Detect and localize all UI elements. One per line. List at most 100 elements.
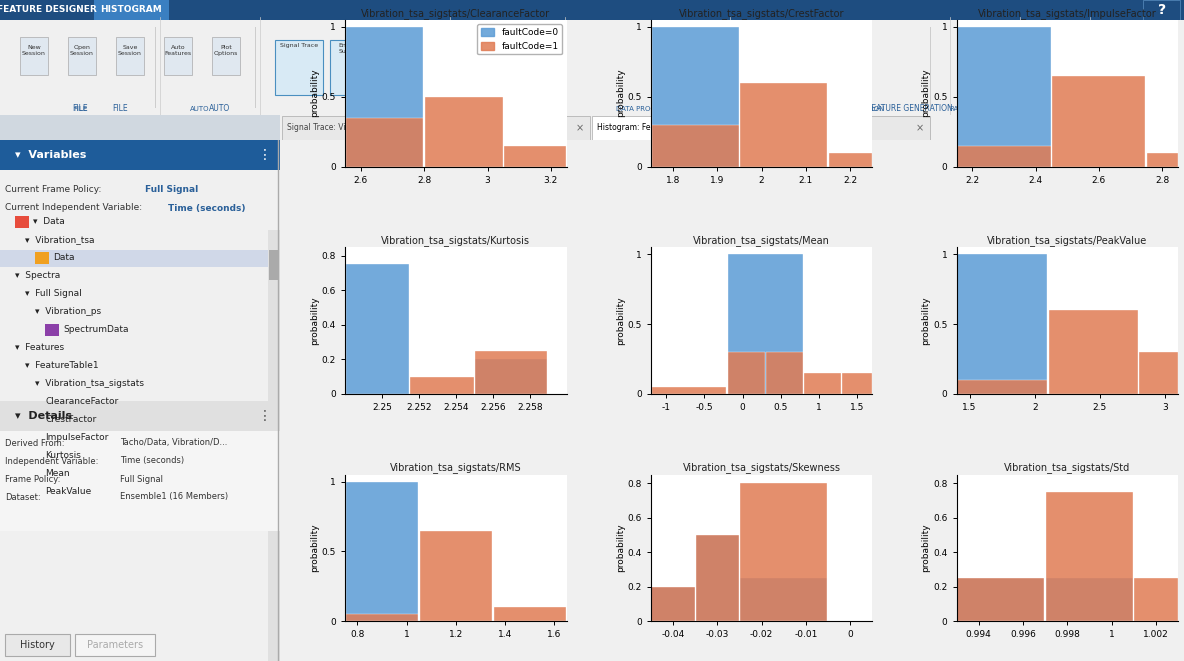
Bar — [346, 27, 424, 167]
Bar — [1134, 578, 1178, 621]
Text: ▾  Vibration_tsa: ▾ Vibration_tsa — [25, 235, 95, 245]
Text: ▾  Spectra: ▾ Spectra — [15, 272, 60, 280]
Text: COMPUTATION: COMPUTATION — [475, 106, 526, 112]
Text: Independent Variable:: Independent Variable: — [5, 457, 98, 465]
Bar — [45, 324, 59, 336]
Text: FEATURE DESIGNER: FEATURE DESIGNER — [0, 5, 97, 15]
Text: Frame Policy:: Frame Policy: — [5, 475, 60, 483]
Y-axis label: probability: probability — [310, 296, 318, 345]
Bar — [728, 352, 765, 394]
Bar — [1049, 310, 1138, 394]
Bar — [804, 373, 842, 394]
Title: Vibration_tsa_sigstats/RMS: Vibration_tsa_sigstats/RMS — [390, 463, 522, 473]
Bar — [419, 531, 493, 621]
Bar — [268, 230, 279, 661]
Text: ▾  Vibration_ps: ▾ Vibration_ps — [36, 307, 101, 317]
Bar — [269, 250, 279, 280]
Text: ▾  Data: ▾ Data — [33, 217, 65, 227]
Text: RANKING: RANKING — [950, 106, 980, 112]
Bar — [958, 578, 1044, 621]
Bar — [766, 352, 803, 394]
Bar — [116, 37, 144, 75]
Text: Signal Trace: Vibrati...: Signal Trace: Vibrati... — [287, 124, 371, 132]
Title: Vibration_tsa_sigstats/Std: Vibration_tsa_sigstats/Std — [1004, 463, 1131, 473]
Bar — [1053, 76, 1145, 167]
Y-axis label: probability: probability — [310, 69, 318, 118]
Bar — [958, 578, 1044, 621]
Bar — [958, 380, 1047, 394]
Text: Time (seconds): Time (seconds) — [120, 457, 185, 465]
Bar — [75, 634, 155, 656]
Text: ▾  Vibration_tsa_sigstats: ▾ Vibration_tsa_sigstats — [36, 379, 144, 389]
Text: RANKING: RANKING — [963, 104, 997, 113]
Y-axis label: probability: probability — [616, 524, 625, 572]
Text: Time (seconds): Time (seconds) — [168, 204, 245, 212]
Text: CrestFactor: CrestFactor — [45, 416, 96, 424]
Bar — [282, 116, 435, 140]
Bar — [829, 153, 871, 167]
Legend: faultCode=0, faultCode=1: faultCode=0, faultCode=1 — [477, 24, 562, 54]
Text: Histogram: FeatureTab...: Histogram: FeatureTab... — [597, 124, 691, 132]
Bar — [0, 0, 1184, 20]
Text: DATA PROCESSING: DATA PROCESSING — [655, 104, 726, 113]
Text: Ensemble
Summary: Ensemble Summary — [339, 43, 369, 54]
Y-axis label: probability: probability — [921, 296, 931, 345]
Bar — [736, 116, 929, 140]
Bar — [346, 264, 410, 394]
Bar — [0, 250, 268, 267]
Text: Data: Data — [53, 254, 75, 262]
Text: COMPUTATION: COMPUTATION — [497, 104, 553, 113]
Text: Signal Trace: Signal Trace — [279, 43, 318, 48]
Bar — [475, 351, 547, 394]
Bar — [67, 37, 96, 75]
Text: Derived From:: Derived From: — [5, 438, 64, 447]
Text: EXPORT: EXPORT — [1031, 106, 1058, 112]
Bar — [36, 252, 49, 264]
Bar — [1147, 153, 1178, 167]
Text: DATA PROCESSING: DATA PROCESSING — [616, 106, 681, 112]
Text: AUTO: AUTO — [191, 106, 210, 112]
Bar — [740, 483, 828, 621]
Bar — [0, 140, 279, 170]
Bar — [695, 535, 739, 621]
Title: Vibration_tsa_sigstats/ImpulseFactor: Vibration_tsa_sigstats/ImpulseFactor — [978, 8, 1157, 19]
Text: ▾  FeatureTable1: ▾ FeatureTable1 — [25, 362, 98, 371]
Bar — [437, 116, 590, 140]
Text: ⋮: ⋮ — [258, 148, 272, 162]
Y-axis label: probability: probability — [616, 69, 625, 118]
Title: Vibration_tsa_sigstats/ClearanceFactor: Vibration_tsa_sigstats/ClearanceFactor — [361, 8, 551, 19]
Bar — [15, 216, 28, 228]
Text: FILE: FILE — [73, 106, 88, 112]
Text: Full Signal: Full Signal — [144, 186, 198, 194]
Text: Current Independent Variable:: Current Independent Variable: — [5, 204, 142, 212]
Text: PeakValue: PeakValue — [45, 488, 91, 496]
Text: Signal Trace: Vibrati...: Signal Trace: Vibrati... — [442, 124, 526, 132]
Y-axis label: probability: probability — [310, 524, 318, 572]
Text: Plot
Options: Plot Options — [214, 45, 238, 56]
Text: Kurtosis: Kurtosis — [45, 451, 81, 461]
FancyBboxPatch shape — [2, 0, 92, 20]
Text: Parameters: Parameters — [86, 640, 143, 650]
Text: EXPORT: EXPORT — [1035, 104, 1064, 113]
Bar — [651, 125, 739, 167]
Bar — [651, 387, 727, 394]
Text: ×: × — [422, 123, 429, 133]
Bar — [425, 97, 502, 167]
Text: ⋮: ⋮ — [258, 409, 272, 423]
Bar — [475, 360, 547, 394]
Bar — [0, 401, 279, 431]
Text: AUTO: AUTO — [210, 104, 231, 113]
Text: ClearanceFactor: ClearanceFactor — [45, 397, 118, 407]
Bar — [651, 27, 739, 167]
Text: Auto
Features: Auto Features — [165, 45, 192, 56]
Bar — [346, 482, 418, 621]
Bar — [346, 118, 424, 167]
Text: Save
Session: Save Session — [118, 45, 142, 56]
Y-axis label: probability: probability — [921, 69, 931, 118]
Title: Vibration_tsa_sigstats/CrestFactor: Vibration_tsa_sigstats/CrestFactor — [678, 8, 844, 19]
Bar — [504, 145, 566, 167]
Bar — [740, 578, 828, 621]
Title: Vibration_tsa_sigstats/Kurtosis: Vibration_tsa_sigstats/Kurtosis — [381, 235, 530, 246]
Bar — [411, 377, 474, 394]
Bar — [0, 20, 1184, 115]
